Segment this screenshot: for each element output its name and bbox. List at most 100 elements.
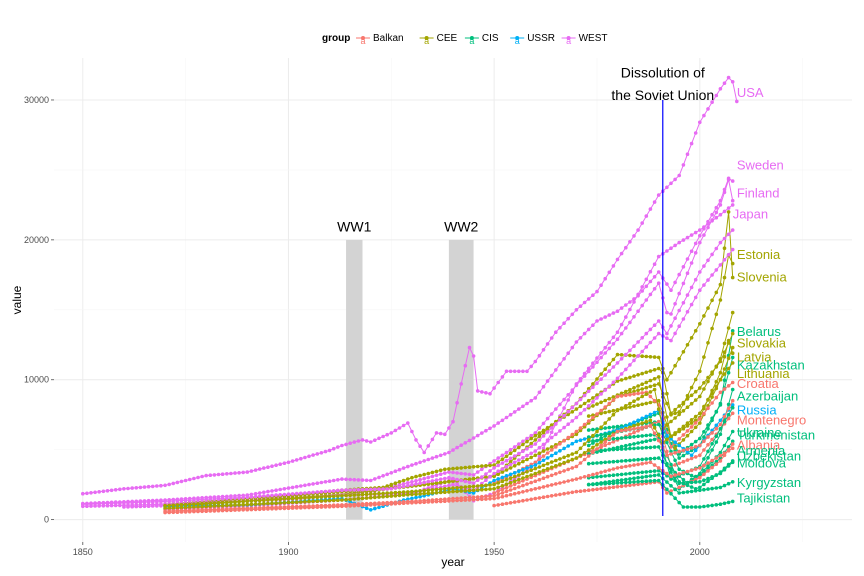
data-point: [414, 489, 418, 494]
data-point: [574, 415, 579, 420]
data-point: [677, 410, 681, 414]
data-point: [640, 303, 644, 308]
data-point: [652, 387, 657, 392]
data-point: [698, 505, 702, 509]
data-point: [455, 489, 459, 494]
data-point: [677, 480, 681, 484]
data-point: [632, 471, 636, 475]
data-point: [611, 425, 616, 429]
data-point: [689, 261, 694, 265]
data-point: [698, 240, 702, 245]
data-point: [558, 449, 562, 453]
data-point: [512, 448, 517, 453]
series-lines: [81, 75, 739, 515]
data-point: [624, 447, 628, 451]
data-point: [648, 269, 653, 274]
data-point: [562, 397, 566, 402]
data-point: [706, 435, 710, 439]
data-point: [484, 464, 488, 468]
data-point: [578, 397, 583, 402]
data-point: [344, 497, 348, 502]
data-point: [426, 471, 431, 476]
data-point: [134, 500, 139, 505]
data-point: [644, 380, 649, 385]
data-point: [434, 431, 439, 435]
data-point: [471, 488, 476, 493]
data-point: [681, 490, 686, 495]
data-point: [603, 486, 607, 491]
data-point: [377, 436, 381, 441]
data-point: [525, 401, 529, 406]
data-point: [595, 447, 599, 451]
data-point: [591, 385, 595, 390]
data-point: [730, 361, 735, 365]
data-point: [529, 436, 533, 441]
data-point: [397, 426, 402, 430]
data-point: [430, 474, 435, 479]
data-point: [607, 436, 612, 441]
data-point: [624, 472, 628, 476]
data-point: [681, 477, 686, 482]
data-point: [463, 485, 468, 489]
data-point: [570, 466, 575, 470]
data-point: [578, 446, 583, 451]
data-point: [467, 345, 472, 350]
data-point: [512, 410, 517, 414]
data-point: [644, 214, 649, 218]
data-point: [644, 479, 649, 484]
data-point: [706, 426, 710, 431]
data-point: [714, 246, 719, 251]
data-point: [480, 483, 484, 488]
data-point: [706, 449, 710, 454]
data-point: [702, 113, 706, 118]
data-point: [591, 323, 595, 328]
data-point: [253, 507, 258, 512]
data-point: [331, 489, 336, 493]
data-point: [533, 449, 538, 453]
data-point: [406, 483, 410, 488]
data-point: [681, 163, 686, 167]
data-point: [677, 272, 681, 277]
data-point: [434, 478, 439, 482]
data-point: [541, 434, 546, 438]
data-point: [89, 504, 93, 508]
data-point: [447, 467, 451, 471]
data-point: [718, 87, 723, 91]
data-point: [710, 252, 714, 257]
data-point: [360, 492, 365, 497]
data-point: [451, 476, 455, 481]
data-point: [636, 354, 640, 358]
data-point: [175, 503, 180, 507]
data-point: [146, 502, 151, 507]
data-point: [443, 484, 447, 489]
data-point: [508, 456, 513, 461]
data-point: [504, 468, 509, 472]
data-point: [562, 469, 566, 473]
data-point: [628, 375, 632, 380]
data-point: [698, 453, 702, 458]
data-point: [611, 335, 616, 340]
data-point: [698, 369, 702, 374]
data-point: [430, 491, 435, 495]
data-point: [410, 496, 414, 501]
data-point: [307, 505, 311, 510]
data-point: [336, 498, 340, 503]
data-point: [677, 412, 681, 417]
data-point: [183, 478, 188, 483]
data-point: [632, 389, 636, 394]
data-point: [554, 422, 558, 426]
data-point: [163, 499, 167, 504]
data-point: [702, 233, 706, 237]
data-point: [632, 420, 636, 425]
data-point: [702, 264, 706, 268]
data-point: [669, 434, 673, 439]
data-point: [628, 387, 632, 392]
data-point: [665, 415, 669, 419]
data-point: [722, 466, 727, 471]
x-tick-label: 1850: [73, 547, 93, 557]
data-point: [656, 398, 661, 403]
data-point: [591, 396, 595, 400]
data-point: [179, 479, 184, 484]
data-point: [636, 228, 640, 232]
data-point: [677, 443, 681, 448]
